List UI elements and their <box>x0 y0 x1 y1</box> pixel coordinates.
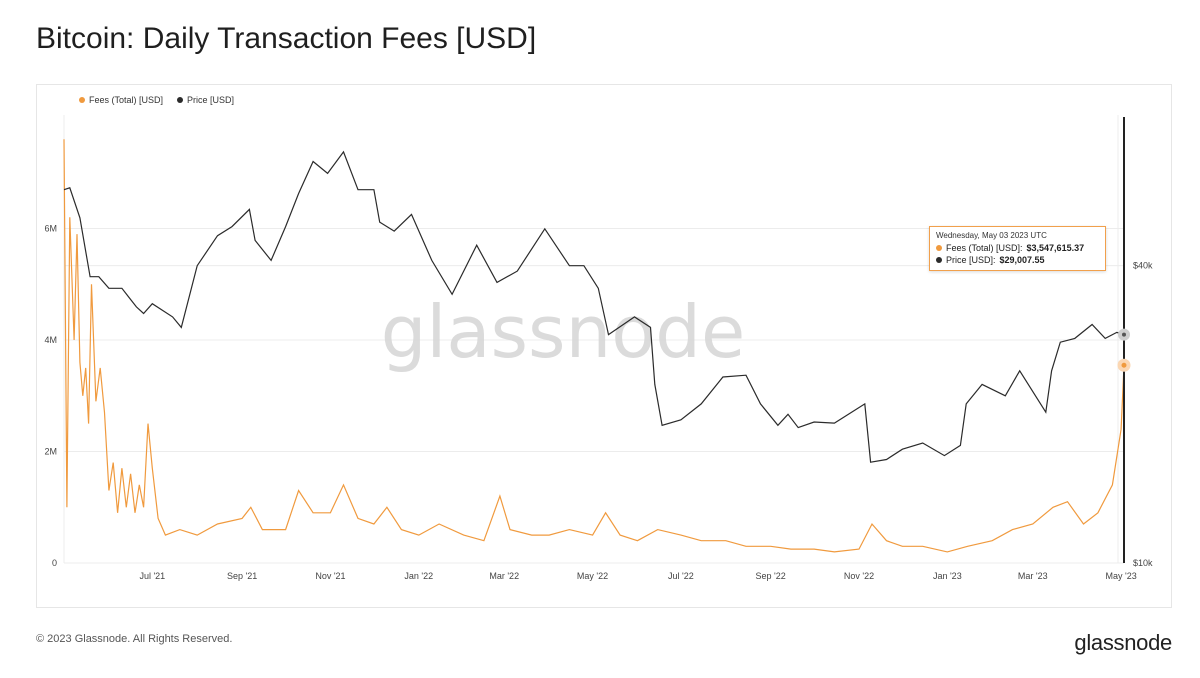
y-right-tick-label: $40k <box>1133 261 1153 271</box>
watermark: glassnode <box>381 290 746 374</box>
tooltip-price-value: $29,007.55 <box>999 255 1045 265</box>
legend-label-price: Price [USD] <box>187 95 235 105</box>
y-left-tick-label: 6M <box>44 224 57 234</box>
page-title: Bitcoin: Daily Transaction Fees [USD] <box>36 22 537 55</box>
chart-plot[interactable]: glassnode 0 2M 4M 6M $10k $40k Jul '21 Sep '2… <box>37 85 1171 607</box>
x-tick-label: Jan '22 <box>404 571 433 581</box>
legend-label-fees: Fees (Total) [USD] <box>89 95 164 105</box>
tooltip-dot-price-icon <box>936 257 942 263</box>
x-axis: Jul '21 Sep '21 Nov '21 Jan '22 Mar '22 May '… <box>139 571 1136 581</box>
price-series-line <box>63 150 1125 463</box>
tooltip-row-price: Price [USD]: $29,007.55 <box>936 254 1099 266</box>
tooltip-date: Wednesday, May 03 2023 UTC <box>936 231 1047 240</box>
fees-series-line <box>63 139 1125 553</box>
footer-logo[interactable]: glassnode <box>1074 630 1172 655</box>
y-left-axis: 0 2M 4M 6M <box>44 224 57 569</box>
x-tick-label: May '23 <box>1105 571 1136 581</box>
tooltip: Wednesday, May 03 2023 UTC Fees (Total) … <box>929 226 1106 271</box>
footer-copyright: © 2023 Glassnode. All Rights Reserved. <box>36 633 233 645</box>
legend-dot-price-icon <box>177 97 184 103</box>
tooltip-fees-value: $3,547,615.37 <box>1026 243 1085 253</box>
x-tick-label: Nov '21 <box>315 571 345 581</box>
legend: Fees (Total) [USD] Price [USD] <box>79 95 234 105</box>
x-tick-label: Jan '23 <box>933 571 962 581</box>
grid-lines <box>63 115 1124 564</box>
x-tick-label: May '22 <box>577 571 608 581</box>
y-right-tick-label: $10k <box>1133 558 1153 568</box>
x-tick-label: Sep '22 <box>756 571 786 581</box>
price-hover-marker <box>1118 328 1130 341</box>
chart-frame: Fees (Total) [USD] Price [USD] glassnode… <box>36 84 1172 608</box>
fees-hover-marker <box>1117 358 1131 372</box>
y-left-tick-label: 2M <box>44 447 57 457</box>
tooltip-row-fees: Fees (Total) [USD]: $3,547,615.37 <box>936 242 1099 254</box>
legend-item-price[interactable]: Price [USD] <box>177 95 234 105</box>
legend-dot-fees-icon <box>79 97 85 103</box>
y-left-tick-label: 0 <box>52 558 57 568</box>
x-tick-label: Jul '21 <box>139 571 165 581</box>
tooltip-fees-label: Fees (Total) [USD]: <box>946 243 1023 253</box>
tooltip-price-label: Price [USD]: <box>946 255 996 265</box>
x-tick-label: Nov '22 <box>844 571 874 581</box>
legend-item-fees[interactable]: Fees (Total) [USD] <box>79 95 163 105</box>
x-tick-label: Mar '22 <box>489 571 519 581</box>
y-left-tick-label: 4M <box>44 335 57 345</box>
x-tick-label: Jul '22 <box>668 571 694 581</box>
tooltip-dot-fees-icon <box>936 245 942 251</box>
y-right-axis: $10k $40k <box>1133 261 1153 568</box>
x-tick-label: Sep '21 <box>227 571 257 581</box>
x-tick-label: Mar '23 <box>1018 571 1048 581</box>
